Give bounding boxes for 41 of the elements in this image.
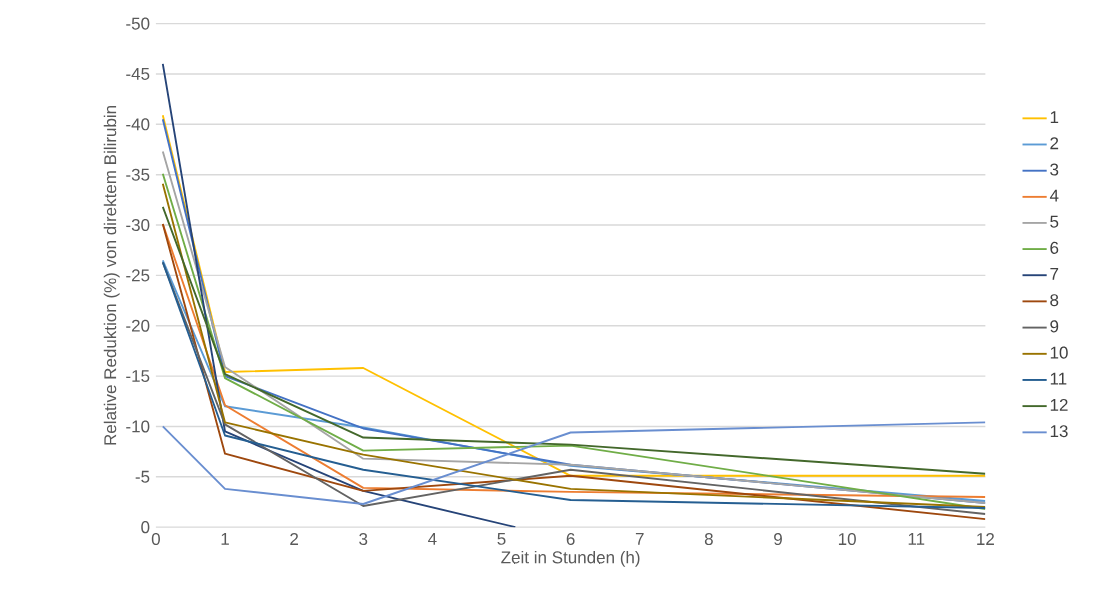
- y-tick-label: -35: [126, 168, 150, 181]
- legend-label: 5: [1050, 215, 1059, 228]
- x-tick-label: 1: [221, 532, 229, 545]
- x-tick-label: 12: [977, 532, 994, 545]
- x-tick-label: 0: [151, 532, 160, 545]
- legend-label: 4: [1049, 189, 1059, 202]
- y-tick-label: -20: [126, 319, 150, 332]
- y-tick-label: -25: [126, 269, 150, 282]
- x-tick-label: 7: [635, 532, 644, 545]
- y-tick-label: -50: [126, 17, 150, 30]
- y-tick-label: 0: [141, 521, 150, 534]
- y-tick-label: -45: [126, 67, 150, 80]
- x-tick-label: 4: [428, 532, 437, 545]
- x-tick-label: 8: [704, 532, 713, 545]
- y-axis-title: Relative Reduktion (%) von direktem Bilirubin: [103, 105, 120, 445]
- legend-label: 9: [1050, 320, 1059, 333]
- y-tick-label: -5: [135, 470, 150, 483]
- x-tick-label: 9: [774, 532, 782, 545]
- x-tick-label: 2: [290, 532, 299, 545]
- legend-label: 10: [1050, 346, 1068, 359]
- legend-label: 8: [1050, 294, 1059, 307]
- legend-label: 6: [1050, 241, 1059, 254]
- y-tick-label: -40: [126, 118, 150, 131]
- legend-label: 7: [1050, 268, 1059, 280]
- legend-label: 3: [1050, 163, 1059, 176]
- x-tick-label: 3: [359, 532, 368, 545]
- legend-label: 13: [1050, 425, 1068, 438]
- legend-label: 2: [1050, 137, 1059, 150]
- legend-label: 12: [1050, 398, 1068, 411]
- legend-label: 11: [1050, 372, 1067, 385]
- line-series: [161, 62, 517, 528]
- legend-label: 1: [1050, 111, 1059, 123]
- y-tick-label: -15: [126, 370, 150, 382]
- x-tick-label: 6: [566, 532, 575, 545]
- x-tick-label: 10: [838, 532, 856, 545]
- y-tick-label: -10: [126, 420, 150, 433]
- x-tick-label: 5: [497, 532, 506, 545]
- x-axis-title: Zeit in Stunden (h): [501, 550, 640, 567]
- y-tick-label: -30: [126, 218, 150, 231]
- x-tick-label: 11: [908, 532, 925, 545]
- line-series: [161, 421, 986, 505]
